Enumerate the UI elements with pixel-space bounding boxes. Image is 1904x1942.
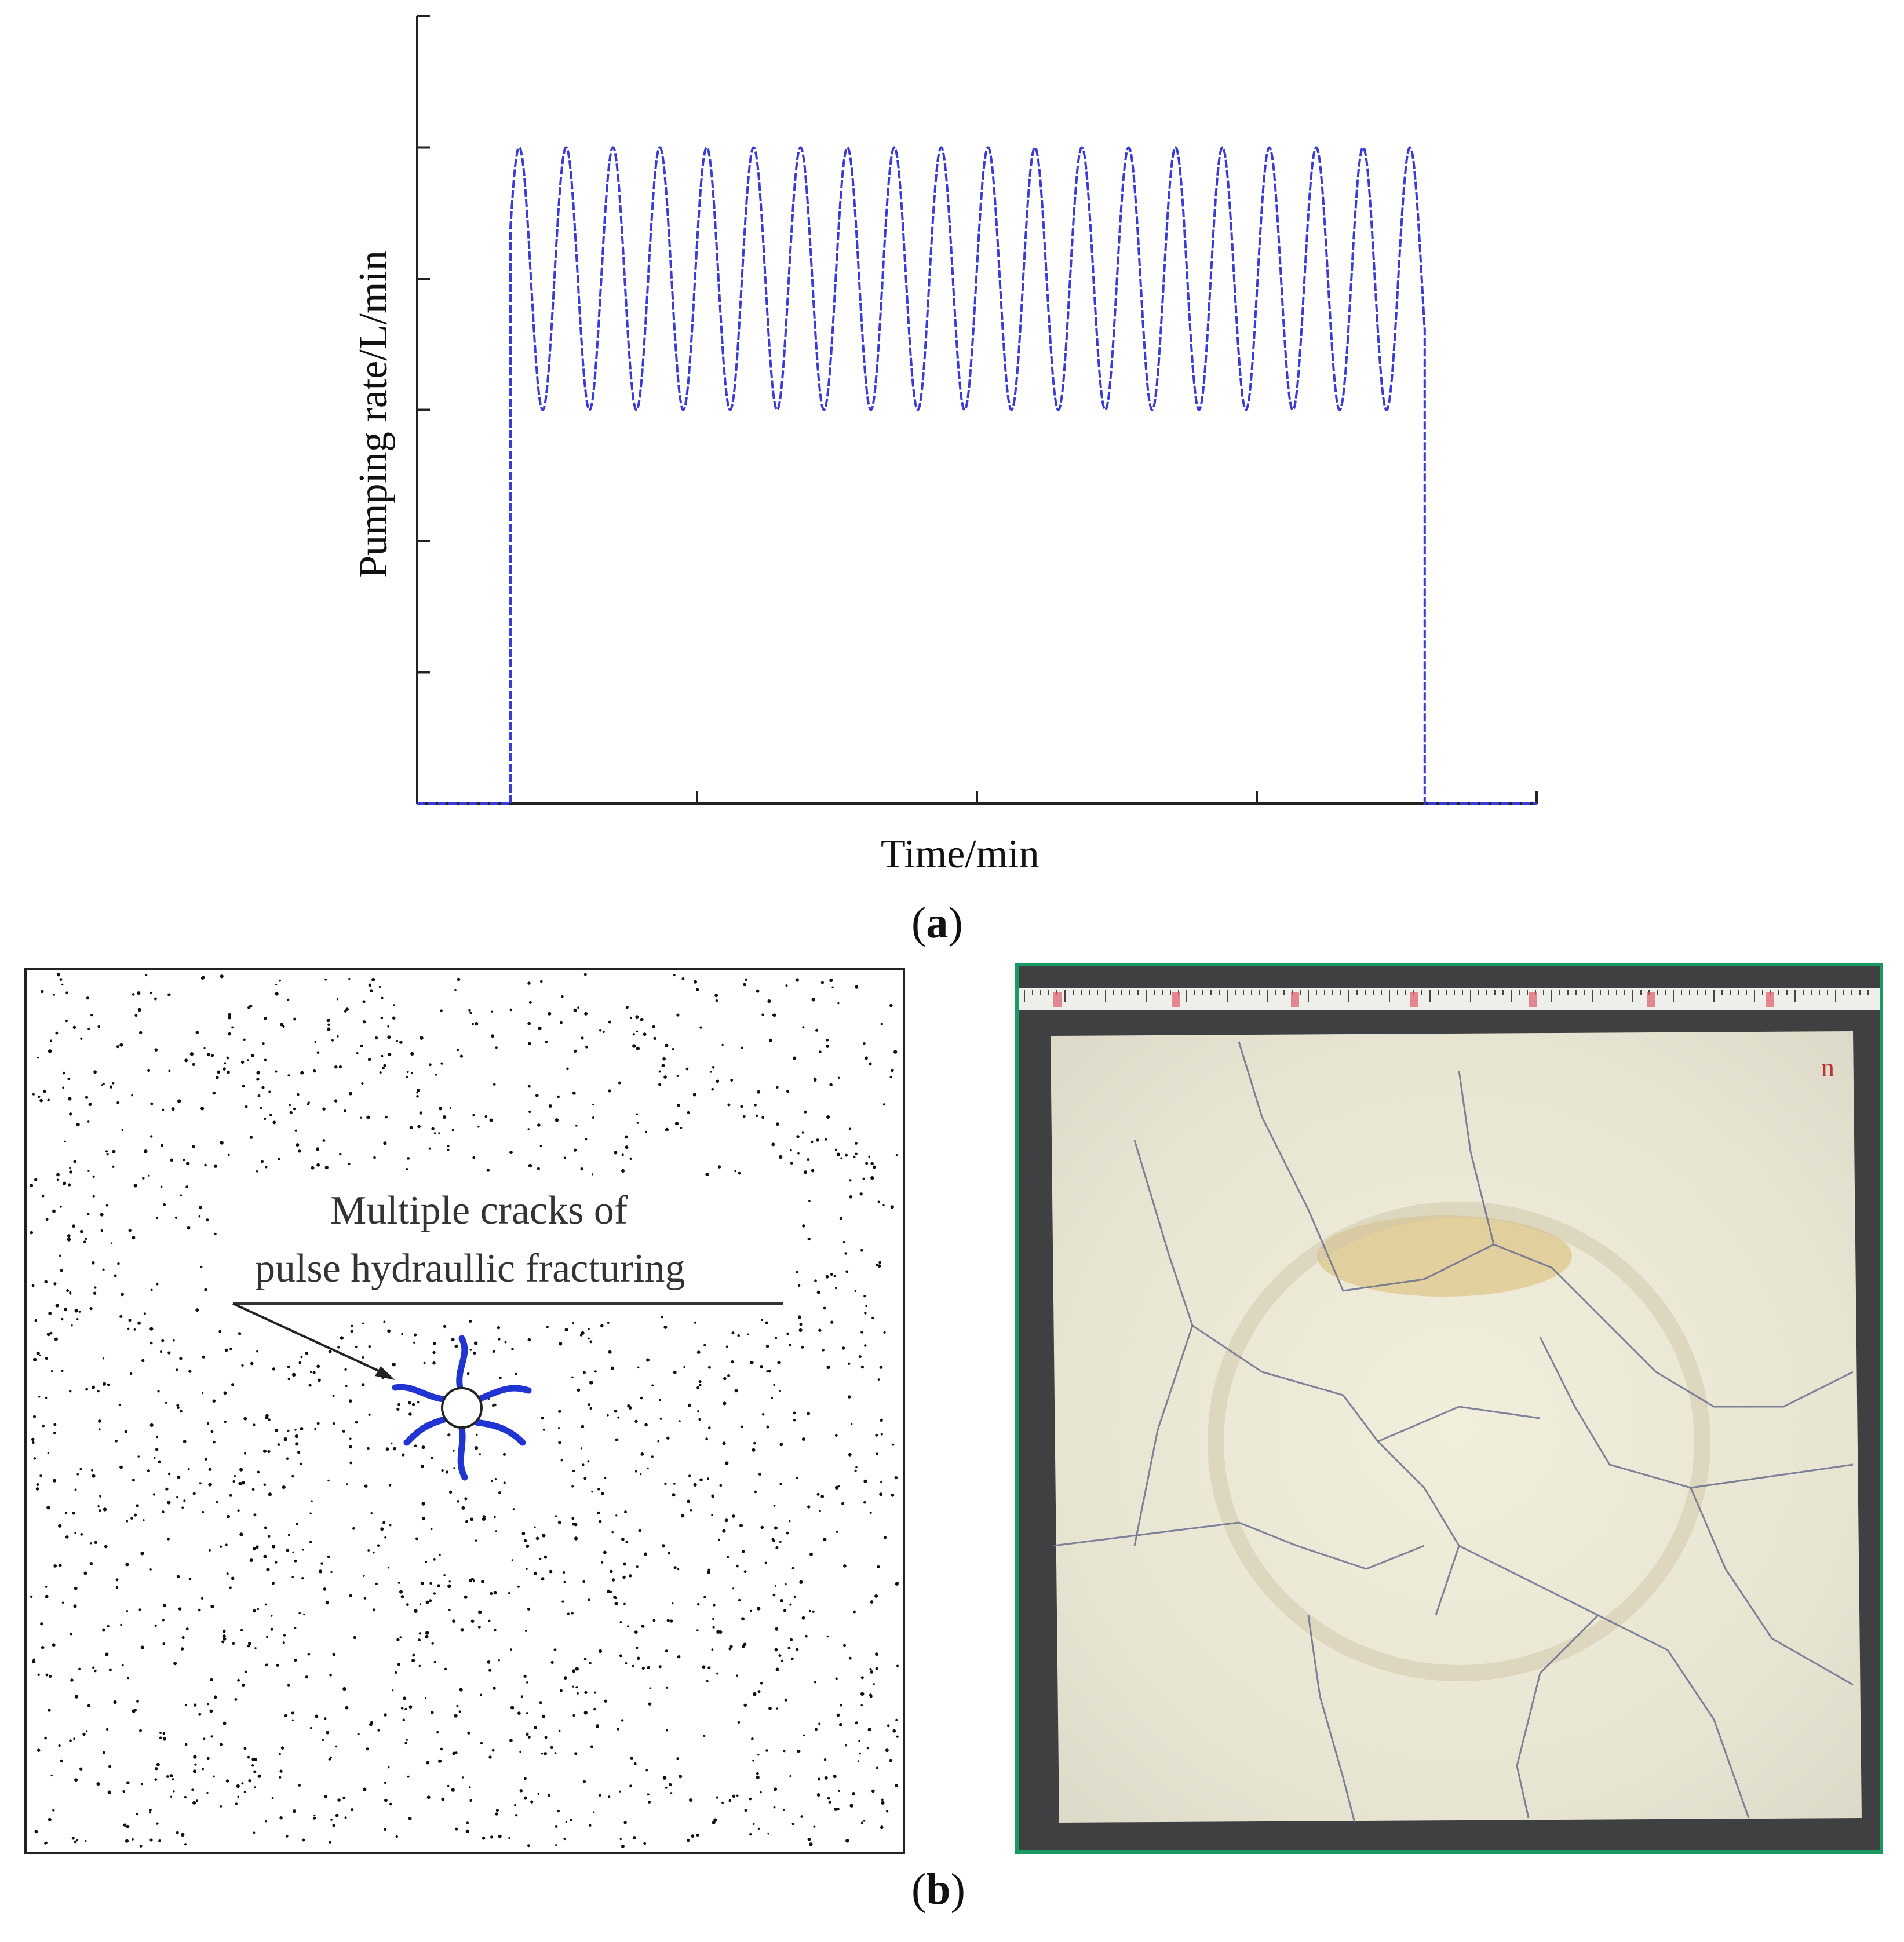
crack-2: [476, 1385, 532, 1403]
slab-crack-9: [1133, 1140, 1194, 1546]
crack-1: [456, 1335, 468, 1392]
caption-a-close: ): [948, 899, 963, 947]
caption-b-close: ): [950, 1865, 965, 1914]
y-axis-label: Pumping rate/L/min: [351, 250, 396, 578]
crack-4: [457, 1424, 468, 1481]
chart-plot-area: [417, 146, 1537, 805]
slab-crack-11: [1238, 1041, 1263, 1118]
crack-5: [403, 1416, 448, 1446]
slab-crack-12: [1458, 1070, 1495, 1245]
fracture-diagram: [24, 968, 905, 1854]
chart-axes: [416, 15, 1538, 805]
slab-crack-3: [1539, 1337, 1854, 1489]
annotation-line-1: Multiple cracks of: [330, 1188, 628, 1233]
measuring-tape: [1019, 988, 1880, 1010]
slab-crack-6: [1307, 1615, 1356, 1823]
sand-stain: [1317, 1215, 1572, 1297]
caption-a: (a): [911, 898, 963, 948]
caption-a-open: (: [911, 899, 927, 947]
slab-crack-1: [1261, 1116, 1599, 1315]
slab-crack-10: [1690, 1487, 1854, 1686]
rock-speckles: [29, 973, 899, 1848]
crack-3: [473, 1419, 526, 1446]
annotation-line-2: pulse hydraullic fracturing: [255, 1246, 685, 1291]
annotation-arrowhead: [375, 1366, 395, 1380]
caption-b: (b): [911, 1864, 965, 1915]
pumping-rate-chart: [416, 15, 1538, 805]
annotation-leader: [232, 1302, 384, 1374]
slab-crack-8: [1597, 1313, 1854, 1408]
pumping-rate-series-line: [417, 146, 1537, 805]
specimen-photo: n: [1015, 963, 1883, 1854]
crack-6: [392, 1384, 446, 1403]
slab-crack-13: [1516, 1614, 1599, 1819]
slab-cracks: [1053, 1041, 1854, 1823]
slab-crack-5: [1458, 1545, 1750, 1819]
x-axis-label: Time/min: [881, 832, 1039, 877]
stain-ring: [1208, 1202, 1710, 1681]
cement-slab: [1051, 1031, 1862, 1823]
slab-crack-4: [1053, 1521, 1425, 1570]
borehole: [441, 1387, 483, 1429]
specimen-mark: n: [1821, 1053, 1834, 1082]
multiple-cracks: [392, 1335, 532, 1481]
caption-a-letter: a: [926, 899, 949, 947]
caption-b-letter: b: [926, 1865, 951, 1914]
slab-crack-7: [1377, 1406, 1541, 1443]
caption-b-open: (: [911, 1865, 927, 1914]
